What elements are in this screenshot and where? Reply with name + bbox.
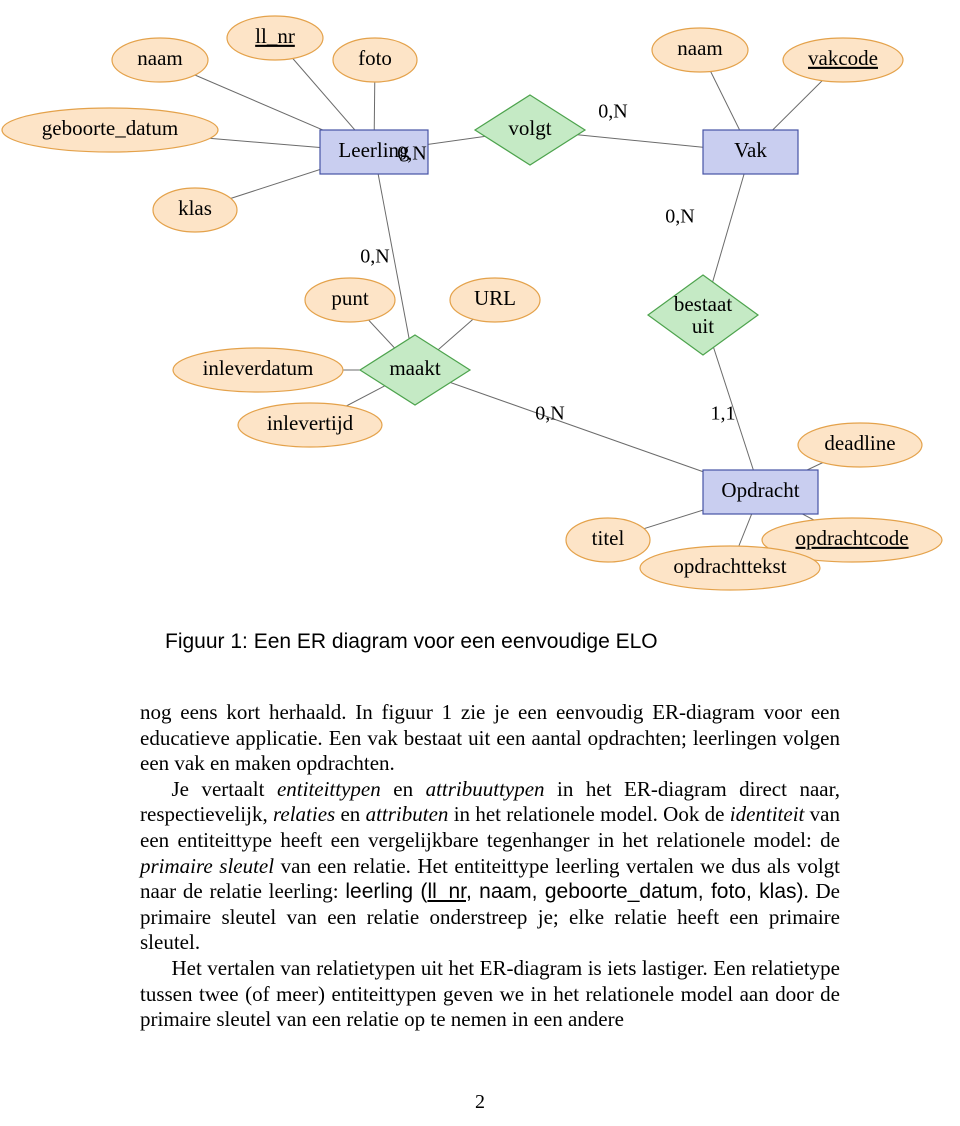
body-text: nog eens kort herhaald. In figuur 1 zie … xyxy=(140,700,840,1033)
svg-text:0,N: 0,N xyxy=(665,206,694,228)
svg-text:1,1: 1,1 xyxy=(711,403,736,425)
svg-text:0,N: 0,N xyxy=(397,143,426,165)
svg-text:inlevertijd: inlevertijd xyxy=(267,411,354,435)
svg-text:0,N: 0,N xyxy=(598,101,627,123)
svg-text:maakt: maakt xyxy=(389,356,440,380)
figure-caption: Figuur 1: Een ER diagram voor een eenvou… xyxy=(165,630,785,654)
caption-text: Een ER diagram voor een eenvoudige ELO xyxy=(254,630,658,653)
para-2: Je vertaalt entiteittypen en attribuutty… xyxy=(140,777,840,956)
svg-text:opdrachtcode: opdrachtcode xyxy=(795,526,908,550)
para-1: nog eens kort herhaald. In figuur 1 zie … xyxy=(140,700,840,777)
svg-text:uit: uit xyxy=(692,314,714,338)
svg-text:inleverdatum: inleverdatum xyxy=(203,356,314,380)
svg-text:punt: punt xyxy=(331,286,369,310)
svg-text:URL: URL xyxy=(474,286,516,310)
svg-text:naam: naam xyxy=(137,46,182,70)
svg-text:naam: naam xyxy=(677,36,722,60)
er-diagram-svg: ll_nrnaam foto geboorte_datumklas naam vakco… xyxy=(0,0,960,620)
caption-prefix: Figuur 1: xyxy=(165,630,254,653)
svg-text:titel: titel xyxy=(592,526,625,550)
page: ll_nrnaam foto geboorte_datumklas naam vakco… xyxy=(0,0,960,1126)
svg-text:Opdracht: Opdracht xyxy=(721,478,799,502)
svg-text:geboorte_datum: geboorte_datum xyxy=(42,116,178,140)
para-3: Het vertalen van relatietypen uit het ER… xyxy=(140,956,840,1033)
svg-text:volgt: volgt xyxy=(508,116,551,140)
svg-text:ll_nr: ll_nr xyxy=(255,24,295,48)
svg-text:opdrachttekst: opdrachttekst xyxy=(673,554,786,578)
svg-text:deadline: deadline xyxy=(824,431,895,455)
page-number: 2 xyxy=(0,1091,960,1114)
svg-text:foto: foto xyxy=(358,46,392,70)
svg-text:bestaat: bestaat xyxy=(674,292,732,316)
svg-text:vakcode: vakcode xyxy=(808,46,878,70)
svg-text:Vak: Vak xyxy=(734,138,767,162)
svg-text:0,N: 0,N xyxy=(360,246,389,268)
svg-text:0,N: 0,N xyxy=(535,403,564,425)
svg-text:klas: klas xyxy=(178,196,212,220)
